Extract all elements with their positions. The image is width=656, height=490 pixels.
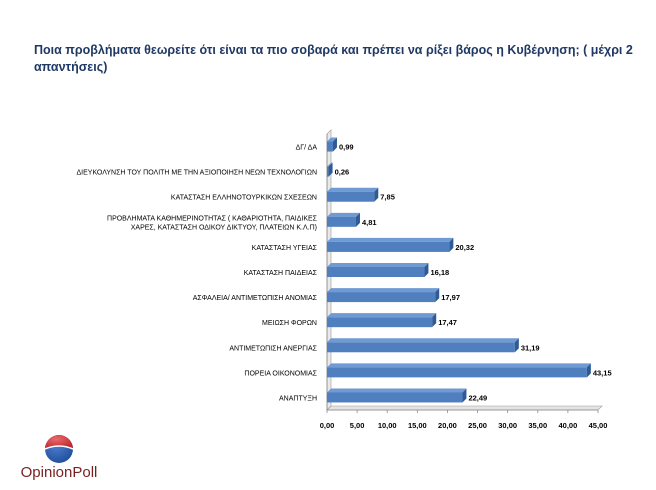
bar-side-face [424,263,429,277]
bar-side-face [514,338,519,353]
bar-front-face [327,141,333,152]
bar-side-face [586,363,591,378]
x-tick-label: 0,00 [320,421,335,430]
bar-top-face [327,212,360,217]
bar-front-face [327,191,375,202]
bar-top-face [327,263,429,267]
x-tick-label: 15,00 [408,421,427,430]
x-tick-label: 40,00 [558,421,577,430]
category-label: ΚΑΤΑΣΤΑΣΗ ΕΛΛΗΝΟΤΟΥΡΚΙΚΩΝ ΣΧΕΣΕΩΝ [171,195,317,202]
logo-globe-icon [44,435,74,463]
category-labels: ΔΓ/ ΔΑ ΔΙΕΥΚΟΛΥΝΣΗ ΤΟΥ ΠΟΛΙΤΗ ΜΕ ΤΗΝ ΑΞΙΟ… [76,145,317,403]
category-label: ΔΓ/ ΔΑ [296,145,318,152]
category-label: ΠΟΡΕΙΑ ΟΙΚΟΝΟΜΙΑΣ [244,370,317,377]
bar-front-face [327,342,515,353]
bar [327,313,437,328]
bar-side-face [435,288,440,303]
data-label: 16,18 [430,268,449,277]
x-tick-label: 35,00 [528,421,547,430]
category-label: ΔΙΕΥΚΟΛΥΝΣΗ ΤΟΥ ΠΟΛΙΤΗ ΜΕ ΤΗΝ ΑΞΙΟΠΟΙΗΣΗ… [76,170,317,177]
x-tick-label: 5,00 [350,421,365,430]
category-label: ΚΑΤΑΣΤΑΣΗ ΥΓΕΙΑΣ [252,245,318,252]
bar-top-face [327,288,440,293]
bar-top-face [327,162,333,167]
bar-front-face [327,267,425,277]
chart-title: Ποια προβλήματα θεωρείτε ότι είναι τα πι… [34,43,633,74]
data-label: 0,99 [339,143,354,152]
logo-text: OpinionPoll [20,464,98,481]
bar-top-face [327,363,591,368]
x-tick-label: 45,00 [589,421,608,430]
bar-front-face [327,166,329,177]
data-labels: 0,99 0,26 7,85 4,81 20,32 16,18 17,97 17,47 31,1… [335,143,612,403]
bar-top-face [327,313,437,318]
bar-top-face [327,338,519,343]
bar-side-face [355,212,360,227]
category-label: ΜΕΙΩΣΗ ΦΟΡΩΝ [262,320,317,327]
bar [327,363,591,378]
bar-side-face [374,187,379,202]
data-label: 0,26 [335,168,350,177]
opinionpoll-logo: OpinionPoll [7,432,111,482]
bar-top-face [327,388,467,393]
bar-front-face [327,392,463,403]
bar-top-face [327,237,454,242]
bar-side-face [328,162,333,177]
category-label: ΑΝΤΙΜΕΤΩΠΙΣΗ ΑΝΕΡΓΙΑΣ [229,345,317,352]
bar [327,137,337,152]
bar-series [327,137,591,403]
bar-front-face [327,216,356,227]
bar [327,162,333,177]
category-label: ΠΡΟΒΛΗΜΑΤΑ ΚΑΘΗΜΕΡΙΝΟΤΗΤΑΣ ( ΚΑΘΑΡΙΟΤΗΤΑ… [107,215,318,231]
x-tick-label: 10,00 [378,421,397,430]
bar-side-face [449,237,454,252]
bar [327,338,519,353]
x-tick-label: 30,00 [498,421,517,430]
bar [327,263,429,277]
data-label: 7,85 [380,193,395,202]
bar-front-face [327,367,587,378]
bar [327,388,467,403]
data-label: 17,47 [438,318,457,327]
bar-front-face [327,241,450,252]
bar-side-face [332,137,337,152]
bar [327,212,360,227]
x-axis-ticks: 0,00 5,00 10,00 15,00 20,00 25,00 30,00 35,00 40… [320,410,608,430]
bar-side-face [432,313,437,328]
chart-floor [326,405,603,411]
data-label: 43,15 [593,368,612,377]
bar-side-face [462,388,467,403]
data-label: 4,81 [362,218,377,227]
data-label: 31,19 [521,343,540,352]
category-label: ΑΣΦΑΛΕΙΑ/ ΑΝΤΙΜΕΤΩΠΙΣΗ ΑΝΟΜΙΑΣ [193,295,318,302]
data-label: 22,49 [468,393,487,402]
bar-front-face [327,292,436,303]
bar [327,288,440,303]
data-label: 20,32 [455,243,474,252]
x-tick-label: 20,00 [438,421,457,430]
category-label: ΚΑΤΑΣΤΑΣΗ ΠΑΙΔΕΙΑΣ [244,270,318,277]
bar-front-face [327,317,433,328]
bar [327,187,379,202]
bar-top-face [327,137,337,142]
data-label: 17,97 [441,293,460,302]
bar-top-face [327,187,379,192]
category-label: ΑΝΑΠΤΥΞΗ [279,395,317,402]
x-tick-label: 25,00 [468,421,487,430]
bar [327,237,454,252]
